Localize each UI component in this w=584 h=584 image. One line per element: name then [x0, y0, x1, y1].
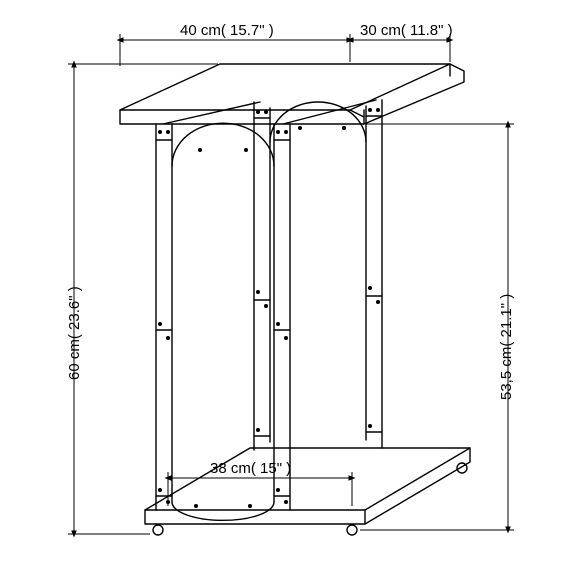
dimension-diagram: 40 cm( 15.7" ) 30 cm( 11.8" ) 60 cm( 23.… [0, 0, 584, 584]
dim-top-depth: 30 cm( 11.8" ) [360, 22, 453, 39]
drawing-svg [0, 0, 584, 584]
dim-top-width: 40 cm( 15.7" ) [180, 22, 274, 39]
dim-under-top-h: 53,5 cm( 21.1" ) [498, 294, 515, 400]
back-leg-frame [254, 100, 382, 450]
table-drawing [120, 64, 470, 535]
dim-base-depth: 38 cm( 15" ) [210, 460, 291, 477]
dim-overall-h: 60 cm( 23.6" ) [66, 286, 83, 380]
